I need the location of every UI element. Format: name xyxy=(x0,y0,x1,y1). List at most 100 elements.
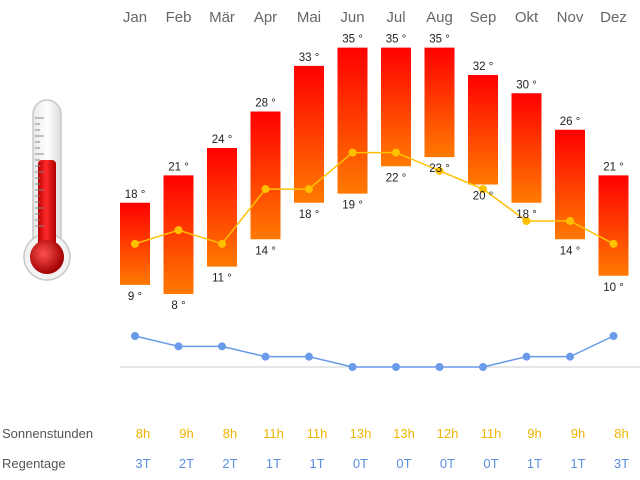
mean-temperature-line xyxy=(131,148,618,248)
max-temperature-label: 21 ° xyxy=(603,161,624,173)
mean-temperature-point xyxy=(522,217,531,225)
month-label: Mär xyxy=(209,9,235,26)
max-temperature-label: 35 ° xyxy=(386,34,407,46)
temperature-range-bar xyxy=(598,175,629,276)
rain-days-point xyxy=(435,363,444,371)
rain-days-value: 1T xyxy=(266,456,281,471)
sunshine-row-label: Sonnenstunden xyxy=(2,426,93,441)
max-temperature-label: 30 ° xyxy=(516,79,537,91)
rain-days-point xyxy=(174,342,183,351)
rain-days-value: 0T xyxy=(440,456,455,471)
max-temperature-label: 21 ° xyxy=(168,161,189,173)
mean-temperature-point xyxy=(609,239,618,248)
temperature-range-bar xyxy=(250,111,281,240)
rain-days-point xyxy=(131,332,139,341)
rain-row-label: Regentage xyxy=(2,456,66,471)
rain-days-point xyxy=(305,352,313,361)
min-temperature-label: 10 ° xyxy=(603,282,624,294)
temperature-range-bar xyxy=(468,75,498,185)
min-temperature-label: 9 ° xyxy=(128,291,142,303)
mean-temperature-polyline xyxy=(134,151,614,245)
rain-days-point xyxy=(609,332,618,341)
rain-days-line xyxy=(131,332,618,371)
rain-days-value: 1T xyxy=(309,456,324,471)
sunshine-hours-value: 8h xyxy=(223,426,237,441)
temperature-bars xyxy=(120,47,629,294)
rain-days-point xyxy=(218,342,226,351)
month-label: Okt xyxy=(515,9,539,26)
sunshine-hours-value: 9h xyxy=(179,426,193,441)
rain-days-point xyxy=(566,352,574,361)
month-label: Jul xyxy=(386,9,405,26)
sunshine-hours-value: 11h xyxy=(263,426,284,441)
thermometer-icon xyxy=(23,99,71,281)
sunshine-hours-value: 8h xyxy=(136,426,150,441)
rain-days-point xyxy=(348,363,357,371)
mean-temperature-point xyxy=(261,185,270,194)
sunshine-hours-value: 12h xyxy=(437,426,459,441)
month-label: Sep xyxy=(470,9,497,26)
month-label: Mai xyxy=(297,9,321,26)
mean-temperature-point xyxy=(566,217,574,225)
month-label: Dez xyxy=(600,9,627,26)
mean-temperature-point xyxy=(131,239,139,248)
min-temperature-label: 23 ° xyxy=(429,163,450,175)
rain-days-point xyxy=(261,352,270,361)
temperature-range-bar xyxy=(381,47,411,167)
min-temperature-label: 14 ° xyxy=(560,245,581,257)
temperature-range-bar xyxy=(424,47,455,158)
sunshine-hours-value: 13h xyxy=(393,426,415,441)
max-temperature-label: 32 ° xyxy=(473,61,494,73)
rain-days-point xyxy=(522,352,531,361)
min-temperature-label: 19 ° xyxy=(342,200,363,212)
rain-days-value: 1T xyxy=(527,456,542,471)
rain-days-value: 2T xyxy=(179,456,194,471)
rain-days-value: 3T xyxy=(614,456,629,471)
max-temperature-label: 26 ° xyxy=(560,116,581,128)
month-label: Jun xyxy=(340,9,364,26)
month-label: Jan xyxy=(123,9,147,26)
max-temperature-label: 28 ° xyxy=(255,98,276,110)
rain-days-point xyxy=(479,363,487,371)
mean-temperature-point xyxy=(174,226,183,235)
temperature-range-bar xyxy=(163,175,194,294)
max-temperature-label: 18 ° xyxy=(125,189,146,201)
temperature-range-bar xyxy=(207,148,237,267)
max-temperature-label: 35 ° xyxy=(342,34,363,46)
chart-labels: Jan Feb Mär Apr Mai Jun Jul Aug Sep Okt Nov Dez 18 °… xyxy=(123,9,627,312)
max-temperature-label: 33 ° xyxy=(299,52,320,64)
sunshine-hours-value: 11h xyxy=(481,426,502,441)
month-label: Nov xyxy=(557,9,584,26)
min-temperature-label: 18 ° xyxy=(299,209,320,221)
summary-rows: Sonnenstunden Regentage 8h 9h 8h 11h 11h 13h 13h… xyxy=(2,426,629,471)
min-temperature-label: 20 ° xyxy=(473,191,494,203)
min-temperature-label: 22 ° xyxy=(386,172,407,184)
mean-temperature-point xyxy=(435,166,444,175)
sunshine-hours-value: 11h xyxy=(307,426,328,441)
min-temperature-label: 14 ° xyxy=(255,245,276,257)
mean-temperature-point xyxy=(392,148,400,157)
sunshine-hours-value: 9h xyxy=(571,426,585,441)
rain-days-value: 0T xyxy=(483,456,498,471)
max-temperature-label: 24 ° xyxy=(212,134,233,146)
rain-days-value: 0T xyxy=(353,456,368,471)
rain-days-polyline xyxy=(134,335,614,368)
mean-temperature-point xyxy=(218,239,226,248)
min-temperature-label: 18 ° xyxy=(516,209,537,221)
sunshine-hours-value: 8h xyxy=(614,426,628,441)
mean-temperature-point xyxy=(348,148,357,157)
month-label: Apr xyxy=(254,9,277,26)
rain-days-value: 0T xyxy=(396,456,411,471)
rain-days-point xyxy=(392,363,400,371)
month-label: Aug xyxy=(426,9,453,26)
rain-days-value: 3T xyxy=(135,456,150,471)
rain-days-value: 2T xyxy=(222,456,237,471)
month-label: Feb xyxy=(166,9,192,26)
min-temperature-label: 8 ° xyxy=(171,300,185,312)
rain-days-value: 1T xyxy=(570,456,585,471)
temperature-range-bar xyxy=(511,93,542,203)
mean-temperature-point xyxy=(305,185,313,194)
mean-temperature-point xyxy=(479,185,487,194)
temperature-range-bar xyxy=(294,65,324,203)
